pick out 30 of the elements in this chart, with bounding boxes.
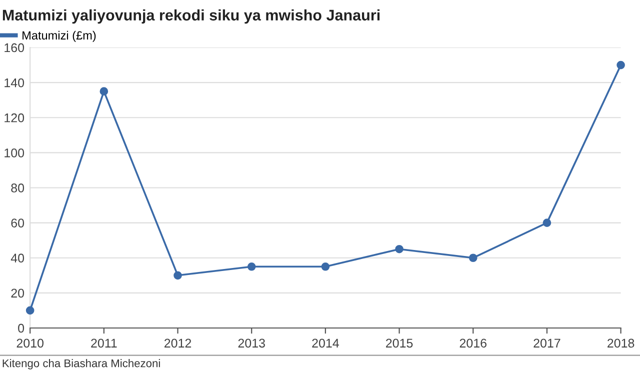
y-tick-label: 20: [11, 288, 24, 298]
y-tick-label: 40: [10, 254, 24, 263]
y-tick-label: 120: [4, 113, 24, 122]
point: [468, 254, 478, 262]
point: [616, 60, 625, 70]
point: [542, 218, 552, 227]
point: [321, 262, 330, 271]
y-tick-label: 100: [4, 148, 24, 158]
y-tick-label: 80: [11, 184, 24, 192]
point: [247, 262, 256, 271]
point: [100, 87, 108, 96]
x-tick-label: 2010: [16, 338, 44, 348]
x-tick-label: 2016: [460, 338, 486, 348]
legend-label: Matumizi (£m): [22, 30, 96, 42]
x-tick-label: 2013: [238, 338, 265, 348]
y-tick-label: 140: [4, 78, 24, 88]
y-tick-label: 160: [4, 43, 24, 52]
point: [26, 306, 34, 315]
x-tick-label: 2017: [534, 338, 560, 348]
x-tick-label: 2014: [312, 338, 339, 348]
point: [174, 271, 182, 280]
x-tick-label: 2012: [164, 338, 192, 348]
chart-title: Matumizi yaliyovunja rekodi siku ya mwisho Janauri: [2, 9, 380, 24]
y-tick-label: 0: [18, 324, 24, 333]
y-tick-label: 60: [11, 218, 24, 228]
x-tick-label: 2011: [91, 338, 117, 348]
x-tick-label: 2018: [608, 338, 634, 348]
text: Kitengo cha Biashara Michezoni: [2, 359, 160, 370]
x-tick-label: 2015: [386, 338, 413, 348]
point: [395, 244, 404, 254]
